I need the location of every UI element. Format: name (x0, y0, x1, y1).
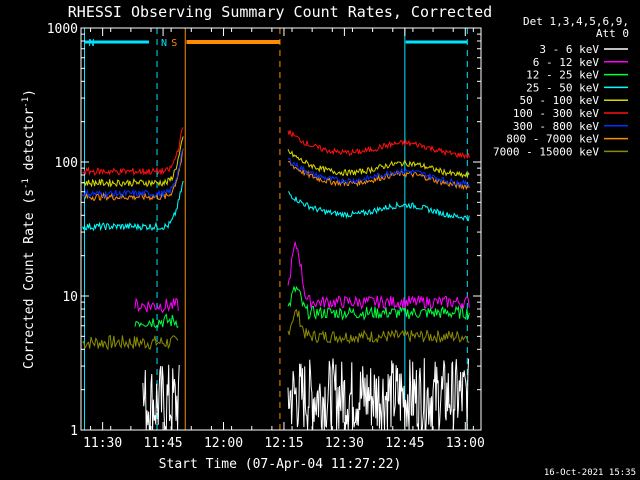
x-tick-label: 13:00 (446, 436, 485, 451)
y-tick-label: 1 (70, 424, 78, 439)
series-line (82, 127, 184, 176)
series-line (287, 149, 470, 179)
night-marker-label: N (161, 38, 167, 49)
detector-note: Det 1,3,4,5,6,9, Att 0 (523, 15, 629, 40)
legend-label: 50 - 100 keV (520, 94, 600, 107)
series-line (82, 180, 184, 232)
series-line (82, 148, 184, 202)
series-line (134, 297, 179, 314)
x-tick-label: 11:30 (83, 436, 122, 451)
series-line (287, 358, 470, 430)
legend-label: 3 - 6 keV (539, 43, 599, 56)
plot-content: NNS (82, 28, 470, 430)
series-line (287, 241, 470, 310)
legend-label: 800 - 7000 keV (506, 133, 599, 146)
x-tick-label: 12:15 (264, 436, 303, 451)
x-axis-label: Start Time (07-Apr-04 11:27:22) (159, 457, 402, 472)
series-line (287, 191, 470, 222)
legend-label: 12 - 25 keV (526, 69, 599, 82)
x-tick-label: 12:30 (325, 436, 364, 451)
series-line (82, 148, 184, 199)
series-line (82, 136, 184, 188)
y-tick-label: 10 (62, 290, 78, 305)
x-tick-label: 12:00 (204, 436, 243, 451)
timestamp: 16-Oct-2021 15:35 (544, 468, 636, 478)
y-axis: 1 10 100 1000 (47, 22, 481, 439)
legend-label: 100 - 300 keV (513, 107, 599, 120)
y-tick-label: 100 (55, 156, 78, 171)
series-line (287, 129, 470, 160)
legend-label: 6 - 12 keV (533, 56, 600, 69)
series-line (134, 313, 179, 329)
legend-label: 7000 - 15000 keV (493, 145, 599, 158)
legend-label: 25 - 50 keV (526, 81, 599, 94)
legend-label: 300 - 800 keV (513, 120, 599, 133)
x-tick-label: 11:45 (144, 436, 183, 451)
chart-title: RHESSI Observing Summary Count Rates, Co… (68, 3, 492, 21)
plot-frame (80, 27, 482, 431)
plot-area: NNS (82, 28, 470, 430)
y-tick-label: 1000 (47, 22, 78, 37)
series-line (82, 334, 179, 351)
x-tick-label: 12:45 (385, 436, 424, 451)
series-line (287, 157, 470, 188)
saa-marker-label: S (171, 38, 177, 49)
detector-note-line-2: Att 0 (596, 27, 629, 40)
series-line (287, 285, 470, 321)
detector-note-line-1: Det 1,3,4,5,6,9, (523, 15, 629, 28)
x-axis: 11:30 11:45 12:00 12:15 12:30 12:45 13:00 (83, 28, 485, 451)
y-axis-label: Corrected Count Rate (s-1 detector-1) (21, 89, 37, 369)
series-line (287, 308, 470, 345)
series-line (142, 364, 180, 430)
